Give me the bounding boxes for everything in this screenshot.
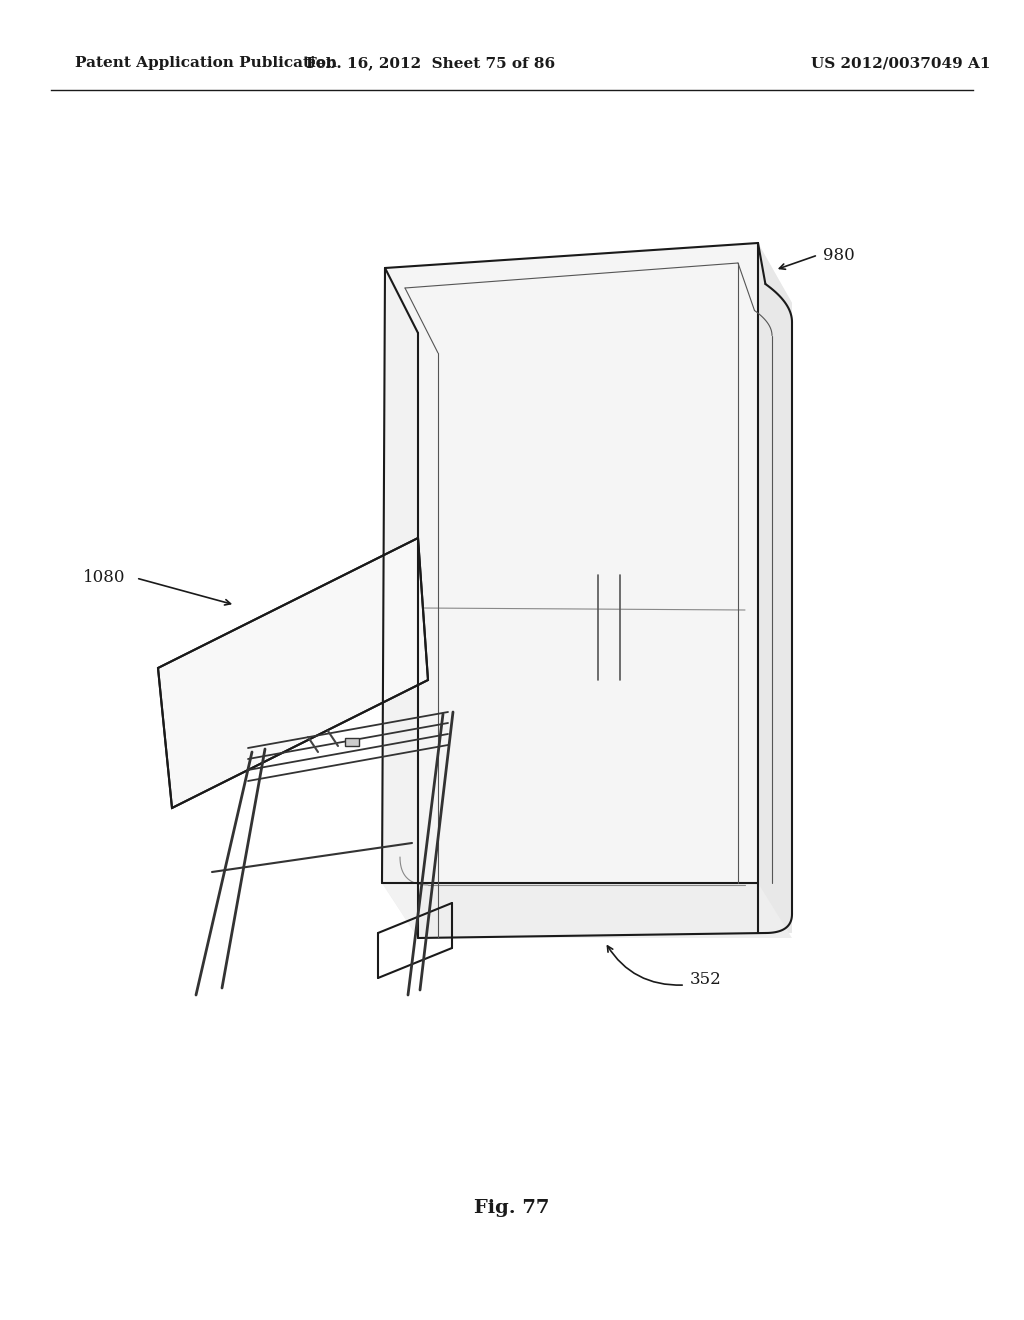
Text: US 2012/0037049 A1: US 2012/0037049 A1 [811, 57, 991, 70]
Text: 352: 352 [690, 972, 722, 989]
Polygon shape [158, 539, 428, 808]
Polygon shape [758, 243, 792, 933]
Text: Patent Application Publication: Patent Application Publication [75, 57, 337, 70]
Text: 1080: 1080 [83, 569, 125, 586]
Text: 980: 980 [823, 247, 855, 264]
Polygon shape [382, 243, 758, 883]
Text: Fig. 77: Fig. 77 [474, 1199, 550, 1217]
Bar [345, 738, 359, 746]
Text: Feb. 16, 2012  Sheet 75 of 86: Feb. 16, 2012 Sheet 75 of 86 [305, 57, 555, 70]
Polygon shape [382, 268, 418, 939]
Polygon shape [385, 243, 792, 333]
Polygon shape [382, 883, 792, 939]
